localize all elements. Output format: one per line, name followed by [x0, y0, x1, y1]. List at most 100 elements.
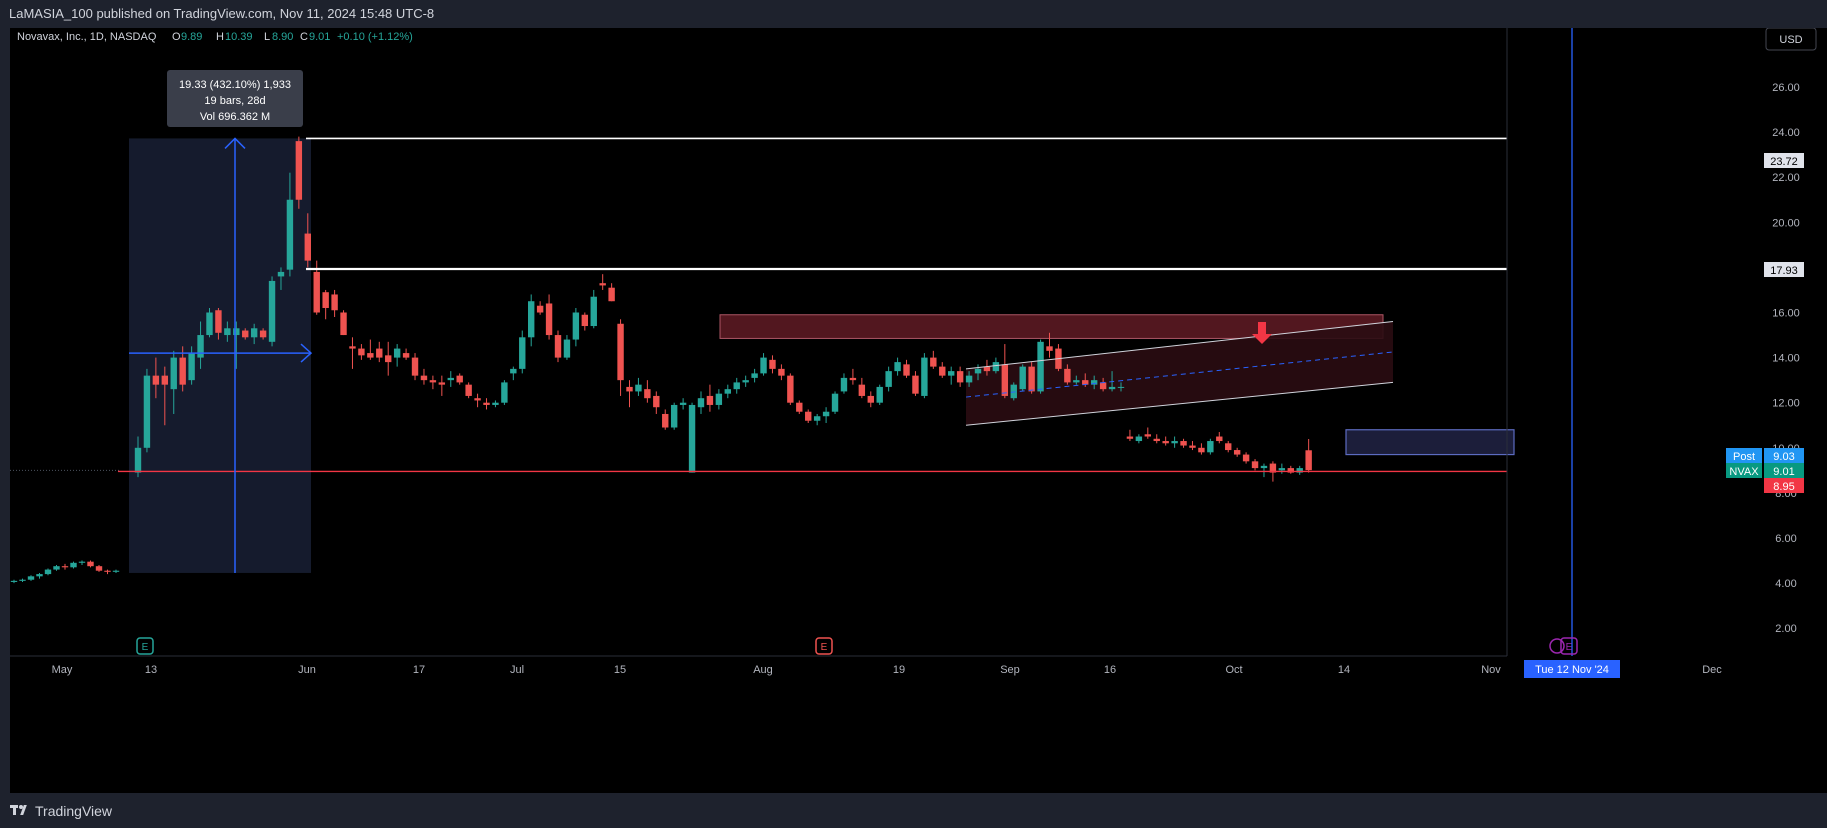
candle[interactable] — [36, 572, 43, 579]
candle[interactable] — [724, 384, 731, 399]
candle[interactable] — [822, 407, 830, 423]
candle[interactable] — [921, 353, 928, 399]
candle[interactable] — [706, 384, 714, 412]
candle[interactable] — [912, 371, 919, 396]
candle[interactable] — [1028, 362, 1035, 394]
candle[interactable] — [563, 335, 571, 360]
candle[interactable] — [402, 348, 410, 360]
candle[interactable] — [259, 328, 267, 340]
candle[interactable] — [70, 561, 77, 569]
candle[interactable] — [1278, 463, 1286, 474]
candle[interactable] — [376, 341, 383, 363]
consolidation-box[interactable] — [1345, 429, 1515, 456]
earnings-marker-may[interactable]: E — [136, 637, 154, 655]
candle[interactable] — [1198, 443, 1205, 455]
candle[interactable] — [956, 366, 964, 387]
candle[interactable] — [1296, 465, 1303, 475]
candle[interactable] — [456, 373, 463, 385]
candle[interactable] — [581, 312, 589, 331]
candle[interactable] — [1090, 375, 1098, 390]
candle[interactable] — [858, 377, 866, 399]
candle[interactable] — [322, 289, 329, 320]
candle[interactable] — [224, 321, 231, 342]
candle[interactable] — [1233, 447, 1241, 457]
candle[interactable] — [1216, 432, 1223, 444]
candle[interactable] — [10, 579, 18, 584]
candle[interactable] — [1207, 438, 1214, 455]
candle[interactable] — [358, 344, 365, 360]
candle[interactable] — [572, 307, 580, 347]
candle[interactable] — [1073, 375, 1080, 385]
candle[interactable] — [599, 274, 606, 290]
candle[interactable] — [527, 294, 535, 347]
candle[interactable] — [796, 400, 803, 414]
earnings-marker-nov[interactable]: E — [1549, 637, 1578, 655]
candle[interactable] — [903, 359, 910, 378]
candle[interactable] — [1251, 459, 1259, 471]
candle[interactable] — [1260, 463, 1268, 478]
candle[interactable] — [510, 366, 517, 381]
candle[interactable] — [1225, 441, 1232, 453]
chart-pane[interactable]: 26.0024.0022.0020.0018.0016.0014.0012.00… — [10, 27, 1827, 793]
candle[interactable] — [787, 373, 794, 405]
candle[interactable] — [536, 301, 544, 315]
candle[interactable] — [385, 341, 392, 376]
candle[interactable] — [53, 565, 60, 571]
candle[interactable] — [653, 391, 660, 414]
candle[interactable] — [331, 289, 338, 318]
candle[interactable] — [733, 377, 740, 394]
candle[interactable] — [983, 359, 991, 376]
candle[interactable] — [1117, 382, 1125, 392]
candle[interactable] — [1126, 429, 1134, 442]
candle[interactable] — [1189, 441, 1196, 451]
candle[interactable] — [1055, 344, 1062, 372]
candle[interactable] — [1001, 344, 1009, 399]
candle[interactable] — [778, 364, 785, 381]
candle[interactable] — [670, 402, 678, 430]
candle[interactable] — [304, 213, 311, 268]
candle[interactable] — [268, 276, 276, 347]
candle[interactable] — [1037, 339, 1044, 394]
candle[interactable] — [27, 575, 35, 581]
candle[interactable] — [608, 283, 615, 302]
candle[interactable] — [1242, 452, 1250, 464]
candle[interactable] — [545, 294, 553, 340]
candle[interactable] — [519, 330, 526, 374]
candle[interactable] — [1171, 436, 1178, 448]
candle[interactable] — [1153, 434, 1160, 444]
candle[interactable] — [19, 578, 26, 582]
candle[interactable] — [688, 402, 696, 473]
candle[interactable] — [1305, 439, 1312, 473]
candle[interactable] — [751, 368, 758, 383]
candle[interactable] — [393, 344, 401, 367]
candle[interactable] — [644, 380, 651, 403]
candle[interactable] — [1287, 465, 1294, 474]
candle[interactable] — [769, 355, 776, 374]
candle[interactable] — [697, 391, 705, 414]
candle[interactable] — [894, 357, 901, 376]
candle[interactable] — [44, 568, 52, 576]
candle[interactable] — [170, 350, 177, 414]
price-chart[interactable]: 26.0024.0022.0020.0018.0016.0014.0012.00… — [10, 27, 1827, 793]
candle[interactable] — [233, 321, 240, 369]
candle[interactable] — [277, 267, 285, 290]
candle[interactable] — [501, 380, 508, 405]
candle[interactable] — [885, 366, 892, 392]
candle[interactable] — [1180, 438, 1187, 448]
candle[interactable] — [1019, 364, 1026, 392]
candle[interactable] — [679, 398, 687, 410]
candle[interactable] — [152, 357, 160, 399]
candle[interactable] — [295, 136, 303, 209]
candle[interactable] — [1135, 434, 1143, 444]
candle[interactable] — [715, 389, 723, 410]
candle[interactable] — [438, 375, 446, 396]
candle[interactable] — [1144, 427, 1152, 439]
channel-lower-line[interactable] — [965, 381, 1394, 426]
candle[interactable] — [367, 339, 374, 360]
candle[interactable] — [939, 362, 946, 378]
candle[interactable] — [1099, 377, 1107, 392]
candle[interactable] — [831, 391, 839, 414]
candle[interactable] — [112, 569, 120, 573]
candle[interactable] — [1162, 436, 1169, 446]
candle[interactable] — [161, 366, 169, 426]
